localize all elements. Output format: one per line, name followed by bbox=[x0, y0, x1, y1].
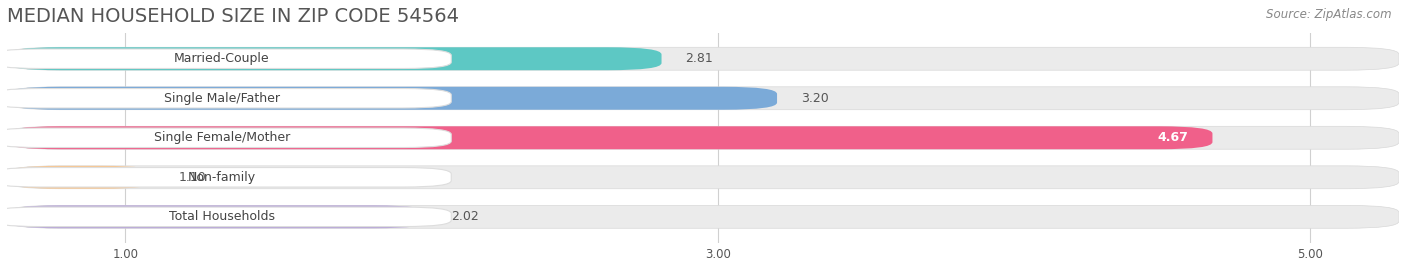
FancyBboxPatch shape bbox=[0, 49, 451, 69]
FancyBboxPatch shape bbox=[7, 166, 1399, 189]
FancyBboxPatch shape bbox=[7, 47, 1399, 70]
Text: 2.02: 2.02 bbox=[451, 210, 479, 223]
FancyBboxPatch shape bbox=[7, 87, 778, 110]
FancyBboxPatch shape bbox=[7, 126, 1399, 149]
Text: 4.67: 4.67 bbox=[1159, 131, 1188, 144]
Text: MEDIAN HOUSEHOLD SIZE IN ZIP CODE 54564: MEDIAN HOUSEHOLD SIZE IN ZIP CODE 54564 bbox=[7, 7, 458, 26]
FancyBboxPatch shape bbox=[7, 87, 1399, 110]
FancyBboxPatch shape bbox=[0, 128, 451, 147]
FancyBboxPatch shape bbox=[7, 47, 662, 70]
Text: Married-Couple: Married-Couple bbox=[174, 52, 270, 65]
Text: 1.10: 1.10 bbox=[179, 171, 207, 184]
Text: Non-family: Non-family bbox=[187, 171, 256, 184]
FancyBboxPatch shape bbox=[7, 166, 155, 189]
Text: 3.20: 3.20 bbox=[801, 92, 828, 105]
FancyBboxPatch shape bbox=[7, 205, 427, 228]
FancyBboxPatch shape bbox=[0, 88, 451, 108]
Text: Single Female/Mother: Single Female/Mother bbox=[153, 131, 290, 144]
FancyBboxPatch shape bbox=[0, 207, 451, 226]
FancyBboxPatch shape bbox=[0, 168, 451, 187]
Text: Source: ZipAtlas.com: Source: ZipAtlas.com bbox=[1267, 8, 1392, 21]
Text: Total Households: Total Households bbox=[169, 210, 274, 223]
Text: 2.81: 2.81 bbox=[685, 52, 713, 65]
Text: Single Male/Father: Single Male/Father bbox=[163, 92, 280, 105]
FancyBboxPatch shape bbox=[7, 126, 1212, 149]
FancyBboxPatch shape bbox=[7, 205, 1399, 228]
